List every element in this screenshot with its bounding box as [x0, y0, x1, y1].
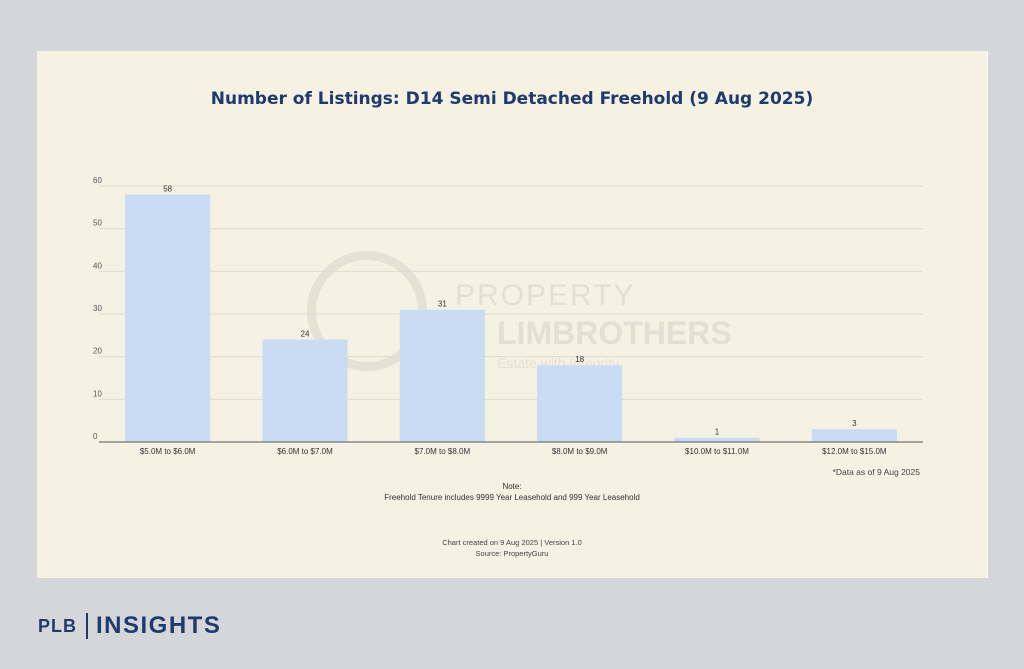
brand-logo: PLB INSIGHTS [38, 611, 221, 641]
bar [811, 429, 897, 442]
bar [262, 339, 348, 442]
brand-insights: INSIGHTS [96, 612, 222, 639]
x-tick-label: $7.0M to $8.0M [415, 447, 471, 456]
y-tick-label: 40 [93, 261, 102, 270]
bar [674, 437, 760, 442]
data-label: 58 [163, 185, 172, 194]
data-label: 18 [575, 355, 584, 364]
y-tick-label: 50 [93, 219, 102, 228]
y-tick-label: 10 [93, 389, 102, 398]
chart-credits: Chart created on 9 Aug 2025 | Version 1.… [37, 537, 987, 559]
chart-title: Number of Listings: D14 Semi Detached Fr… [210, 89, 814, 109]
x-tick-label: $6.0M to $7.0M [277, 447, 333, 456]
brand-plb: PLB [38, 615, 77, 636]
data-label: 3 [852, 419, 857, 428]
bar [537, 365, 623, 442]
note-block: Note: Freehold Tenure includes 9999 Year… [37, 481, 987, 503]
data-date-footnote: *Data as of 9 Aug 2025 [832, 467, 920, 477]
chart-panel: PROPERTY LIMBROTHERS Estate with Integri… [37, 51, 988, 578]
bar [399, 309, 485, 442]
data-label: 24 [301, 330, 310, 339]
source-line: Source: PropertyGuru [475, 549, 549, 558]
brand-divider [86, 613, 88, 639]
bar-chart: 0 10 20 30 40 50 60 58 $5.0M to $6.0M 24 $6.0M to … [93, 176, 923, 456]
data-label: 1 [715, 428, 720, 437]
bar [125, 194, 211, 442]
x-tick-label: $8.0M to $9.0M [552, 447, 608, 456]
y-tick-label: 60 [93, 176, 102, 185]
data-label: 31 [438, 300, 447, 309]
created-line: Chart created on 9 Aug 2025 | Version 1.… [442, 538, 582, 547]
x-tick-label: $10.0M to $11.0M [685, 447, 749, 456]
y-tick-label: 20 [93, 347, 102, 356]
note-heading: Note: [502, 482, 522, 491]
y-tick-label: 0 [93, 432, 98, 441]
x-tick-label: $5.0M to $6.0M [140, 447, 196, 456]
y-tick-label: 30 [93, 304, 102, 313]
note-text: Freehold Tenure includes 9999 Year Lease… [384, 493, 640, 502]
x-tick-label: $12.0M to $15.0M [822, 447, 887, 456]
